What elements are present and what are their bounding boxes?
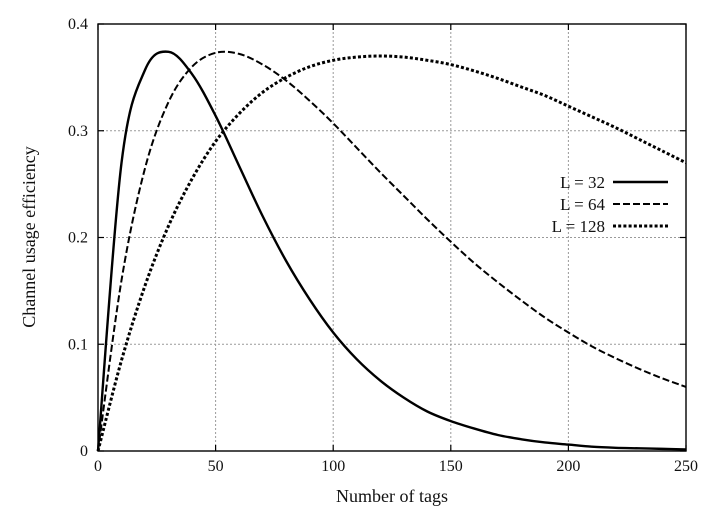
series-line-l-128 [96, 54, 687, 452]
series-line-l-32 [96, 50, 687, 452]
legend-label: L = 64 [560, 195, 605, 214]
grid-lines [98, 24, 686, 451]
y-tick-label: 0.3 [68, 123, 88, 140]
x-tick-label: 150 [439, 458, 463, 475]
x-tick-label: 250 [674, 458, 698, 475]
y-tick-label: 0.2 [68, 230, 88, 247]
series-line-l-64 [97, 50, 687, 452]
legend: L = 32 L = 64 L = 128 [552, 173, 668, 236]
series-lines [96, 50, 687, 452]
axis-ticks: 0 50 100 150 200 250 0 0.1 0.2 0.3 0.4 [68, 16, 698, 475]
y-tick-label: 0.4 [68, 16, 88, 33]
x-axis-title: Number of tags [336, 486, 448, 506]
legend-label: L = 128 [552, 217, 605, 236]
x-tick-label: 200 [556, 458, 580, 475]
x-tick-label: 100 [321, 458, 345, 475]
legend-label: L = 32 [560, 173, 605, 192]
y-axis-title: Channel usage efficiency [19, 146, 39, 328]
y-tick-label: 0 [80, 443, 88, 460]
x-tick-label: 50 [208, 458, 224, 475]
x-tick-label: 0 [94, 458, 102, 475]
y-tick-label: 0.1 [68, 336, 88, 353]
